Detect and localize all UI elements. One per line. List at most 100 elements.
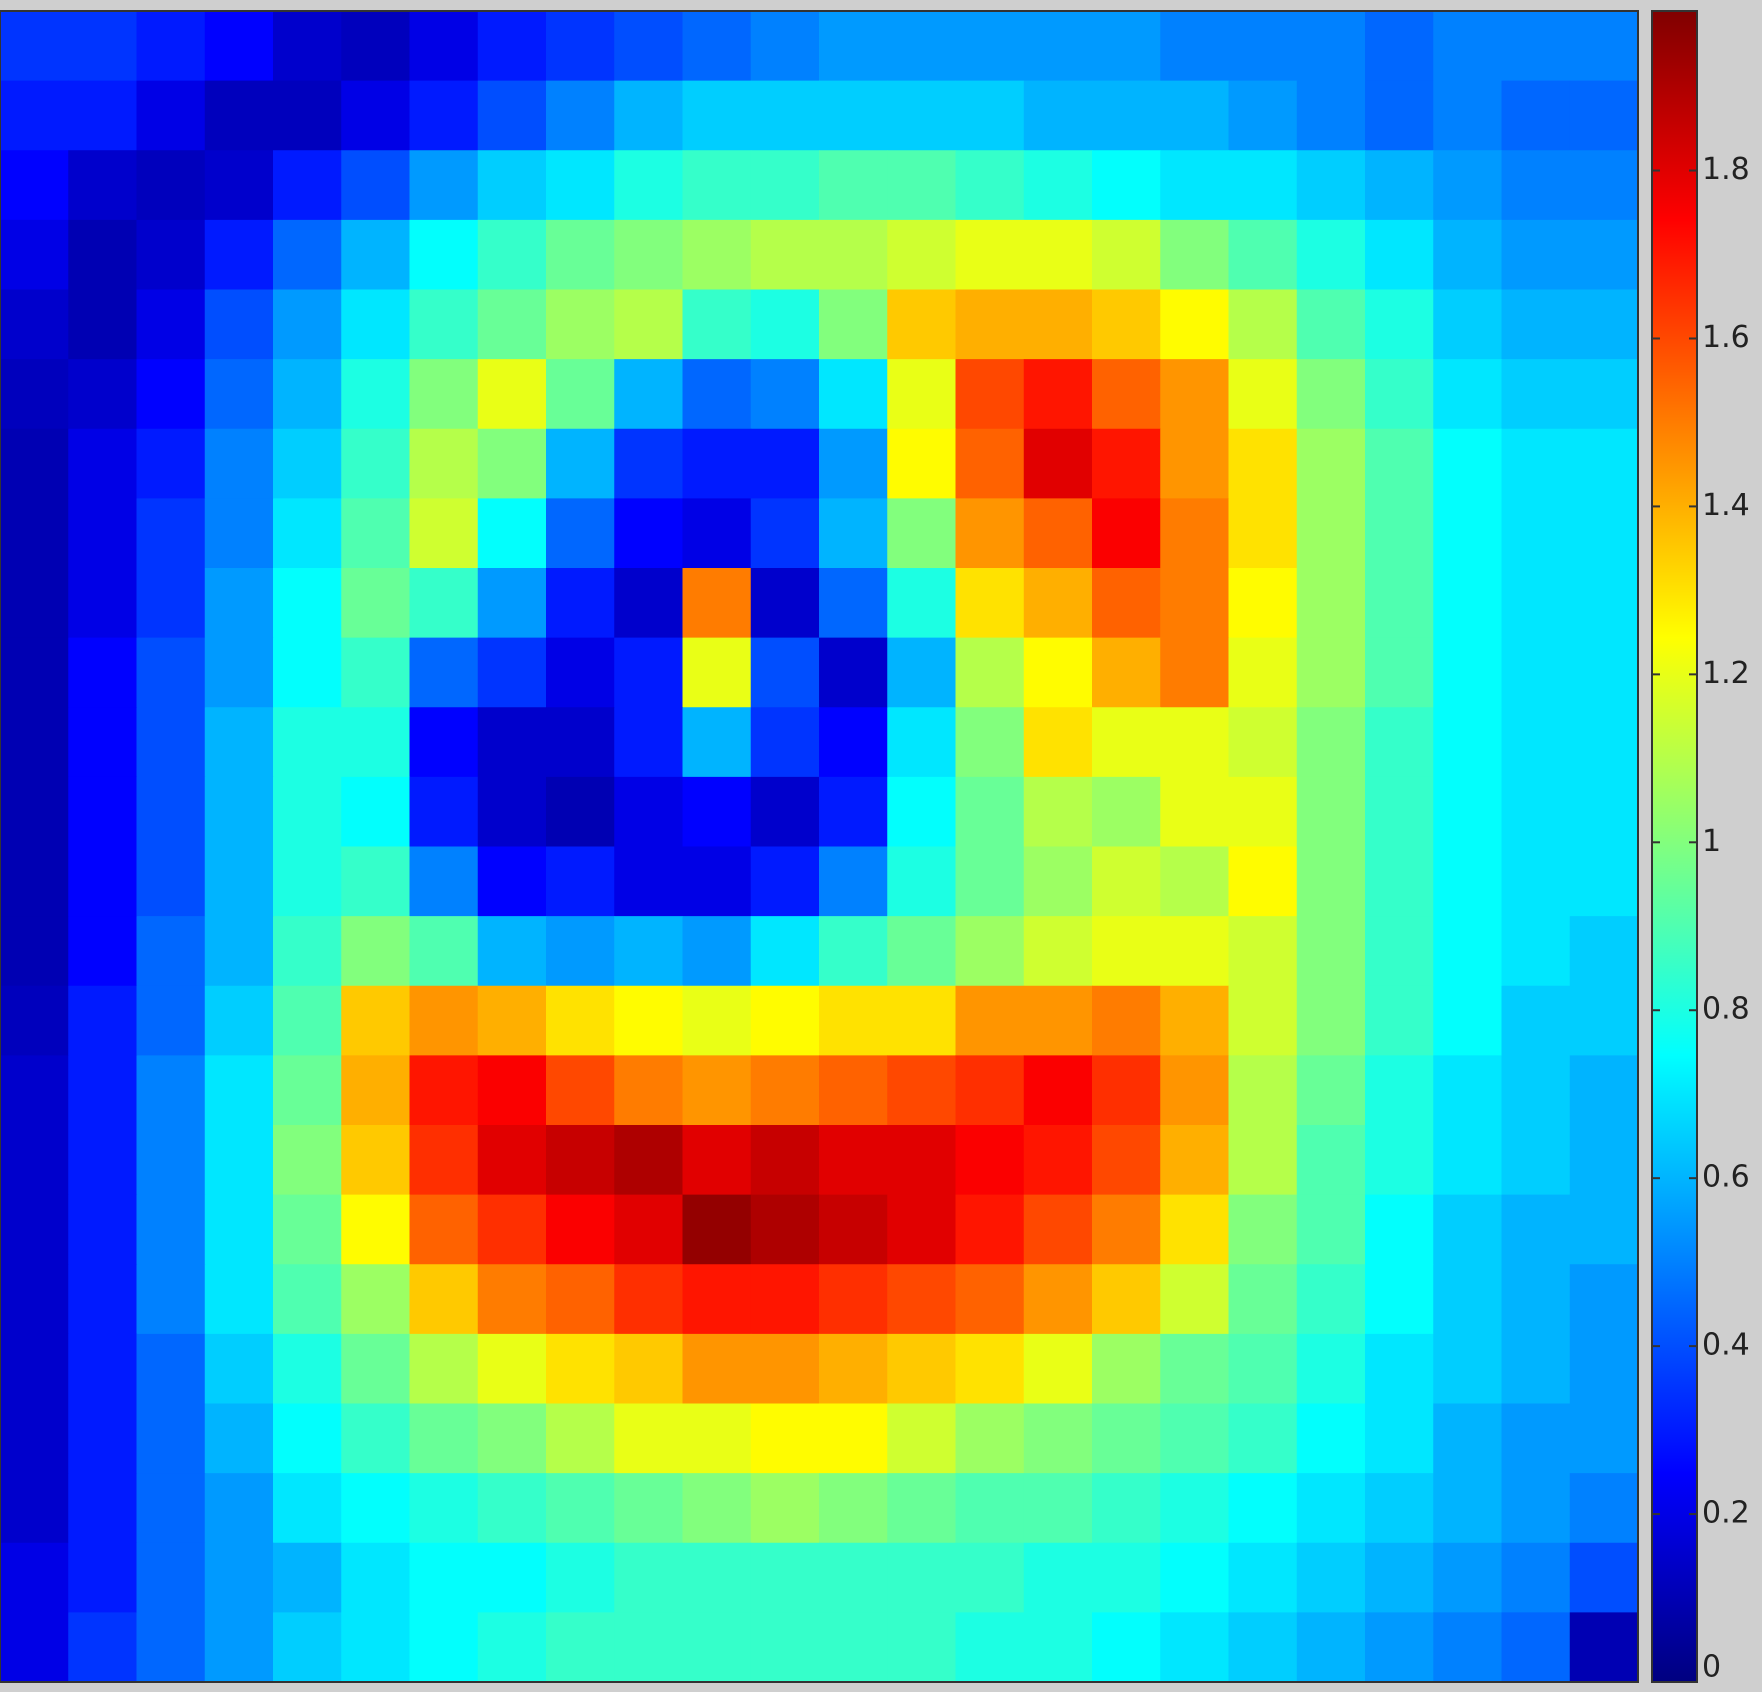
heatmap-cell [0, 568, 69, 639]
heatmap-cell [273, 568, 342, 639]
heatmap-cell [819, 1194, 888, 1265]
heatmap-cell [204, 80, 274, 151]
heatmap-cell [1501, 428, 1571, 499]
heatmap-cell [204, 637, 274, 708]
heatmap-cell [136, 846, 206, 917]
heatmap-cell [341, 11, 411, 82]
heatmap-cell [68, 1542, 138, 1613]
heatmap-cell [1433, 1333, 1503, 1405]
heatmap-cell [614, 150, 684, 221]
heatmap-cell [1092, 428, 1161, 499]
heatmap-cell [614, 985, 684, 1056]
heatmap-cell [682, 568, 752, 639]
heatmap-cell [409, 1333, 479, 1405]
heatmap-cell [273, 498, 342, 569]
heatmap-cell [1228, 985, 1298, 1056]
heatmap-cell [341, 1403, 411, 1474]
heatmap-cell [341, 568, 411, 639]
heatmap-cell [750, 985, 820, 1056]
heatmap-cell [1296, 150, 1366, 221]
heatmap-cell [750, 359, 820, 430]
colorbar-tick-label: 0 [1702, 1650, 1721, 1685]
heatmap-cell [819, 359, 888, 430]
heatmap-cell [409, 80, 479, 151]
heatmap-cell [750, 1125, 820, 1196]
heatmap-cell [614, 498, 684, 569]
heatmap-cell [273, 846, 342, 917]
heatmap-cell [477, 637, 547, 708]
heatmap-cell [1228, 1055, 1298, 1126]
heatmap-cell [682, 1333, 752, 1405]
heatmap-cell [1023, 289, 1093, 360]
heatmap-cell [614, 80, 684, 151]
heatmap-cell [341, 359, 411, 430]
heatmap-cell [1160, 637, 1230, 708]
heatmap-cell [819, 11, 888, 82]
heatmap-cell [1296, 1473, 1366, 1544]
heatmap-cell [409, 568, 479, 639]
heatmap-cell [273, 1403, 342, 1474]
heatmap-cell [1023, 1542, 1093, 1613]
heatmap-cell [341, 289, 411, 360]
heatmap-cell [1228, 289, 1298, 360]
heatmap [0, 11, 1639, 1683]
heatmap-cell [546, 1194, 615, 1265]
heatmap-cell [887, 985, 957, 1056]
heatmap-cell [1228, 1542, 1298, 1613]
heatmap-cell [1569, 1125, 1639, 1196]
heatmap-cell [1501, 916, 1571, 987]
heatmap-cell [1228, 1125, 1298, 1196]
heatmap-cell [204, 916, 274, 987]
heatmap-cell [614, 1403, 684, 1474]
heatmap-cell [1296, 1403, 1366, 1474]
heatmap-cell [1296, 985, 1366, 1056]
heatmap-cell [1433, 150, 1503, 221]
heatmap-cell [955, 985, 1025, 1056]
heatmap-cell [273, 985, 342, 1056]
heatmap-cell [273, 1473, 342, 1544]
heatmap-cell [409, 916, 479, 987]
heatmap-cell [341, 1264, 411, 1335]
heatmap-cell [1023, 1055, 1093, 1126]
heatmap-cell [1160, 289, 1230, 360]
heatmap-cell [1569, 776, 1639, 848]
heatmap-cell [1023, 1403, 1093, 1474]
heatmap-cell [68, 1612, 138, 1683]
heatmap-cell [1092, 150, 1161, 221]
heatmap-cell [0, 359, 69, 430]
heatmap-cell [1433, 637, 1503, 708]
heatmap-cell [1501, 80, 1571, 151]
heatmap-cell [1501, 359, 1571, 430]
heatmap-cell [1160, 80, 1230, 151]
heatmap-cell [546, 219, 615, 291]
heatmap-cell [887, 11, 957, 82]
heatmap-cell [955, 1055, 1025, 1126]
heatmap-cell [1092, 1194, 1161, 1265]
heatmap-cell [1433, 1473, 1503, 1544]
heatmap-cell [1023, 637, 1093, 708]
heatmap-cell [273, 1125, 342, 1196]
heatmap-cell [887, 289, 957, 360]
heatmap-cell [1160, 1612, 1230, 1683]
heatmap-cell [0, 985, 69, 1056]
heatmap-cell [0, 219, 69, 291]
heatmap-cell [477, 359, 547, 430]
heatmap-cell [682, 289, 752, 360]
heatmap-cell [204, 1125, 274, 1196]
heatmap-cell [1092, 498, 1161, 569]
heatmap-cell [1296, 219, 1366, 291]
heatmap-cell [273, 1612, 342, 1683]
heatmap-cell [1228, 498, 1298, 569]
heatmap-cell [1023, 776, 1093, 848]
heatmap-cell [1023, 1194, 1093, 1265]
heatmap-cell [1501, 1612, 1571, 1683]
heatmap-cell [750, 637, 820, 708]
heatmap-cell [1569, 916, 1639, 987]
heatmap-cell [1501, 289, 1571, 360]
heatmap-cell [0, 80, 69, 151]
heatmap-cell [204, 289, 274, 360]
heatmap-cell [341, 1125, 411, 1196]
heatmap-cell [1092, 80, 1161, 151]
heatmap-cell [1023, 11, 1093, 82]
